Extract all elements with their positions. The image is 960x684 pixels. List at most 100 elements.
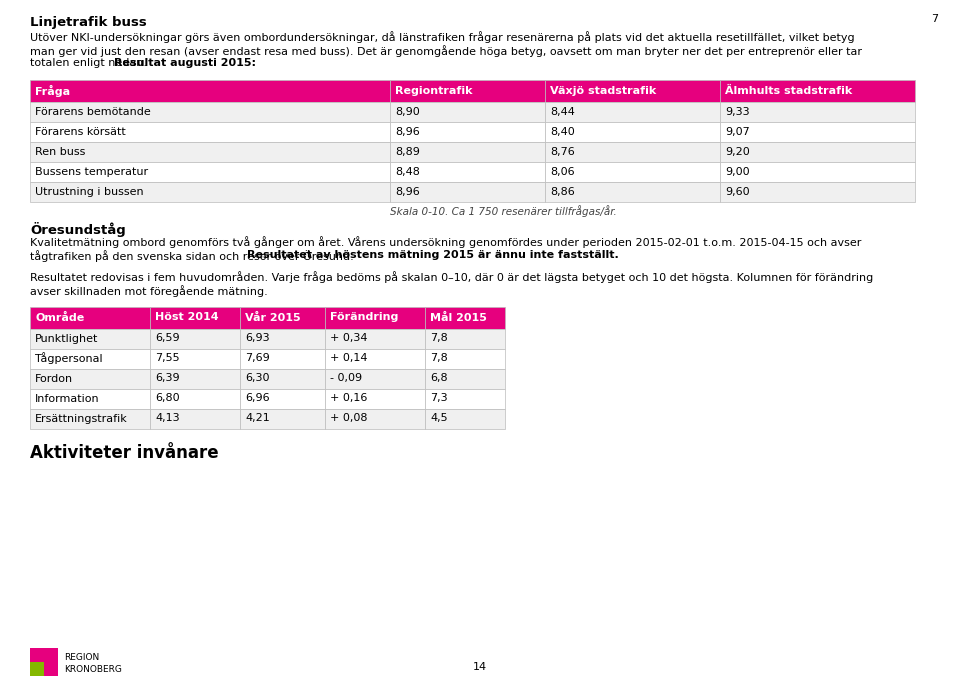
Text: 7,3: 7,3 xyxy=(430,393,447,404)
Bar xyxy=(240,306,325,328)
Text: 6,80: 6,80 xyxy=(155,393,180,404)
Bar xyxy=(425,369,505,389)
Bar xyxy=(240,389,325,408)
Text: Fråga: Fråga xyxy=(35,85,70,97)
Text: Skala 0-10. Ca 1 750 resenärer tillfrågas/år.: Skala 0-10. Ca 1 750 resenärer tillfråga… xyxy=(390,205,616,217)
Text: tågtrafiken på den svenska sidan och resor över Öresund.: tågtrafiken på den svenska sidan och res… xyxy=(30,250,357,262)
Text: 9,60: 9,60 xyxy=(725,187,750,197)
Text: Växjö stadstrafik: Växjö stadstrafik xyxy=(550,86,657,96)
Text: 6,39: 6,39 xyxy=(155,373,180,384)
Text: 8,44: 8,44 xyxy=(550,107,575,117)
Bar xyxy=(325,306,425,328)
Bar xyxy=(30,162,390,182)
Bar xyxy=(720,142,915,162)
Text: 9,07: 9,07 xyxy=(725,127,750,137)
Text: + 0,08: + 0,08 xyxy=(330,414,368,423)
Text: Utrustning i bussen: Utrustning i bussen xyxy=(35,187,144,197)
Text: 4,21: 4,21 xyxy=(245,414,270,423)
Bar xyxy=(390,142,545,162)
Text: + 0,14: + 0,14 xyxy=(330,354,368,363)
Bar xyxy=(720,80,915,102)
Text: Ersättningstrafik: Ersättningstrafik xyxy=(35,414,128,423)
Text: 9,00: 9,00 xyxy=(725,167,750,177)
Text: Bussens temperatur: Bussens temperatur xyxy=(35,167,148,177)
Text: - 0,09: - 0,09 xyxy=(330,373,362,384)
Text: Förarens körsätt: Förarens körsätt xyxy=(35,127,126,137)
Text: Område: Område xyxy=(35,313,84,323)
Bar xyxy=(425,328,505,349)
Bar xyxy=(545,80,720,102)
Text: Tågpersonal: Tågpersonal xyxy=(35,352,103,365)
Text: 8,40: 8,40 xyxy=(550,127,575,137)
Bar xyxy=(545,182,720,202)
Bar xyxy=(240,349,325,369)
Text: Mål 2015: Mål 2015 xyxy=(430,313,487,323)
Text: 4,5: 4,5 xyxy=(430,414,447,423)
Bar xyxy=(30,80,390,102)
Text: Öresundståg: Öresundståg xyxy=(30,222,126,237)
Text: 7,69: 7,69 xyxy=(245,354,270,363)
Text: 8,89: 8,89 xyxy=(395,147,420,157)
Text: 14: 14 xyxy=(473,662,487,672)
Bar xyxy=(30,142,390,162)
Bar xyxy=(30,102,390,122)
Text: + 0,34: + 0,34 xyxy=(330,334,368,343)
Text: REGION: REGION xyxy=(64,653,99,662)
Text: 8,86: 8,86 xyxy=(550,187,575,197)
Text: Höst 2014: Höst 2014 xyxy=(155,313,219,322)
Text: Älmhults stadstrafik: Älmhults stadstrafik xyxy=(725,86,852,96)
Text: 6,96: 6,96 xyxy=(245,393,270,404)
Bar xyxy=(720,102,915,122)
Bar xyxy=(545,102,720,122)
Text: Utöver NKI-undersökningar görs även ombordundersökningar, då länstrafiken frågar: Utöver NKI-undersökningar görs även ombo… xyxy=(30,31,854,43)
Text: 7,8: 7,8 xyxy=(430,354,447,363)
Text: 6,30: 6,30 xyxy=(245,373,270,384)
Bar xyxy=(150,369,240,389)
Text: + 0,16: + 0,16 xyxy=(330,393,368,404)
Bar xyxy=(325,408,425,428)
Bar xyxy=(325,328,425,349)
Text: 8,96: 8,96 xyxy=(395,187,420,197)
Bar xyxy=(44,648,58,676)
Text: 8,76: 8,76 xyxy=(550,147,575,157)
Text: 8,96: 8,96 xyxy=(395,127,420,137)
Text: man ger vid just den resan (avser endast resa med buss). Det är genomgående höga: man ger vid just den resan (avser endast… xyxy=(30,45,862,57)
Bar xyxy=(325,369,425,389)
Bar xyxy=(390,162,545,182)
Bar xyxy=(545,162,720,182)
Bar xyxy=(150,389,240,408)
Bar xyxy=(30,306,150,328)
Bar xyxy=(30,182,390,202)
Text: Resultatet av höstens mätning 2015 är ännu inte fastställt.: Resultatet av höstens mätning 2015 är än… xyxy=(247,250,618,260)
Bar xyxy=(30,662,44,676)
Text: 6,8: 6,8 xyxy=(430,373,447,384)
Bar xyxy=(720,162,915,182)
Bar xyxy=(240,328,325,349)
Text: Förändring: Förändring xyxy=(330,313,398,322)
Bar xyxy=(150,306,240,328)
Bar xyxy=(390,122,545,142)
Bar xyxy=(30,369,150,389)
Text: Resultatet redovisas i fem huvudområden. Varje fråga bedöms på skalan 0–10, där : Resultatet redovisas i fem huvudområden.… xyxy=(30,272,874,283)
Text: Linjetrafik buss: Linjetrafik buss xyxy=(30,16,147,29)
Bar xyxy=(545,142,720,162)
Text: totalen enligt nedan.: totalen enligt nedan. xyxy=(30,59,151,68)
Text: 8,48: 8,48 xyxy=(395,167,420,177)
Bar xyxy=(425,389,505,408)
Text: Regiontrafik: Regiontrafik xyxy=(395,86,472,96)
Text: 9,20: 9,20 xyxy=(725,147,750,157)
Text: Vår 2015: Vår 2015 xyxy=(245,313,300,323)
Bar xyxy=(390,102,545,122)
Bar xyxy=(390,182,545,202)
Bar xyxy=(30,408,150,428)
Bar xyxy=(390,80,545,102)
Bar xyxy=(425,408,505,428)
Bar xyxy=(425,349,505,369)
Bar xyxy=(150,328,240,349)
Text: Fordon: Fordon xyxy=(35,373,73,384)
Bar xyxy=(545,122,720,142)
Bar xyxy=(240,408,325,428)
Text: 7,8: 7,8 xyxy=(430,334,447,343)
Text: Punktlighet: Punktlighet xyxy=(35,334,98,343)
Text: 9,33: 9,33 xyxy=(725,107,750,117)
